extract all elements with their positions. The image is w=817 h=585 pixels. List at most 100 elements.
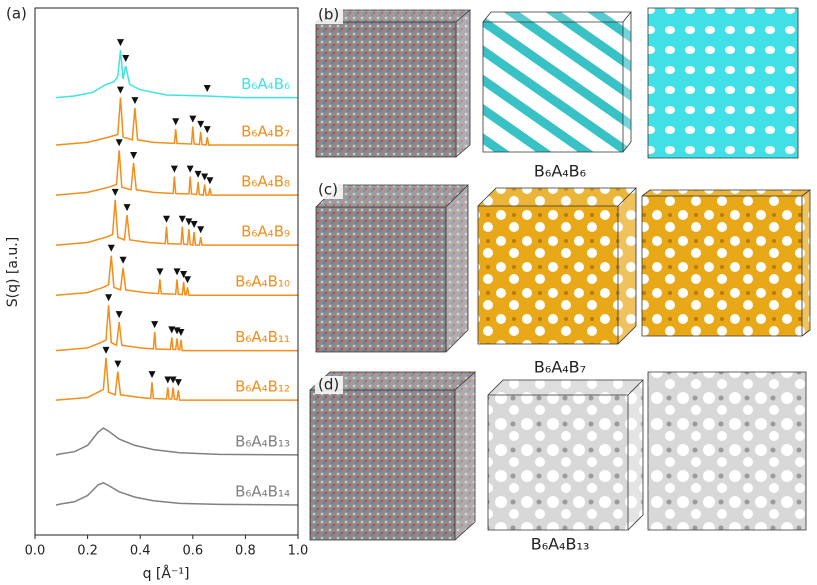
peak-marker — [184, 276, 192, 284]
series-label: B₆A₄B₉ — [241, 223, 290, 241]
label-bg — [315, 181, 343, 199]
cube-face — [623, 12, 631, 152]
peak-marker — [170, 165, 178, 173]
cube-face — [316, 185, 468, 207]
structure-caption: B₆A₄B₆ — [534, 162, 586, 181]
cube-face — [483, 22, 623, 152]
cube-face — [456, 10, 470, 157]
label-bg — [315, 6, 343, 24]
cube-face — [310, 372, 475, 390]
peak-marker — [115, 311, 123, 319]
peak-marker — [163, 215, 170, 223]
peak-marker — [148, 371, 156, 379]
peak-marker — [174, 379, 182, 387]
series-line — [55, 150, 298, 196]
peak-marker — [203, 85, 211, 93]
peak-marker — [206, 177, 214, 185]
structure-cube — [477, 187, 637, 345]
peak-marker — [197, 226, 205, 234]
panel-label: (a) — [6, 5, 27, 23]
series-line — [55, 255, 298, 296]
peak-marker — [119, 256, 127, 264]
x-tick-label: 0.2 — [77, 544, 98, 559]
cube-face — [802, 190, 810, 336]
series-label: B₆A₄B₁₁ — [235, 328, 290, 346]
peak-marker — [194, 170, 202, 178]
series-line — [55, 427, 299, 456]
peak-marker — [185, 218, 193, 226]
peak-marker — [169, 376, 177, 384]
cube-face — [483, 12, 631, 22]
peak-marker — [177, 329, 185, 337]
cube-face — [648, 8, 798, 158]
cube-face — [316, 10, 470, 22]
structure-cube — [309, 371, 477, 541]
structure-panels: (b) B₆A₄B₆ (c) B₆A₄B₇ (d) B₆A₄B₁₃ — [309, 6, 812, 554]
structure-cube — [315, 9, 472, 158]
structure-cube — [482, 11, 632, 153]
peak-marker — [116, 39, 124, 47]
series-label: B₆A₄B₁₂ — [235, 378, 290, 396]
cube-edges — [487, 379, 644, 531]
series-label: B₆A₄B₆ — [241, 75, 290, 93]
series-line — [55, 199, 298, 246]
series-line — [55, 97, 298, 146]
peak-marker — [186, 165, 194, 173]
x-tick-label: 0.4 — [130, 544, 151, 559]
cube-face — [310, 390, 455, 540]
series-label: B₆A₄B₁₃ — [235, 432, 290, 450]
series-label: B₆A₄B₁₄ — [235, 482, 290, 500]
cube-face — [455, 372, 475, 540]
peak-marker — [111, 188, 119, 196]
x-tick-label: 0.0 — [25, 544, 46, 559]
structure-cube — [647, 371, 807, 531]
cube-edges — [482, 11, 632, 153]
structure-cube — [487, 379, 644, 531]
peak-marker — [172, 118, 180, 126]
structure-caption: B₆A₄B₇ — [534, 358, 586, 377]
cube-face — [642, 190, 810, 196]
x-tick-label: 0.6 — [182, 544, 203, 559]
y-axis-label: S(q) [a.u.] — [5, 237, 21, 307]
cube-edges — [647, 7, 799, 159]
peak-marker — [116, 86, 124, 94]
cube-face — [488, 380, 643, 395]
cube-face — [488, 395, 628, 530]
cube-edges — [477, 187, 637, 345]
panel-label: (c) — [318, 181, 338, 199]
panel-label: (d) — [318, 376, 339, 394]
series-label: B₆A₄B₁₀ — [235, 273, 290, 291]
panel-label: (b) — [318, 6, 339, 24]
cube-face — [316, 22, 456, 157]
series-line — [55, 50, 298, 99]
peak-marker — [190, 220, 198, 228]
peak-marker — [178, 215, 186, 223]
cube-face — [478, 206, 618, 344]
cube-edges — [647, 371, 807, 531]
series-line — [55, 305, 298, 352]
cube-face — [316, 207, 446, 352]
peak-marker — [115, 139, 123, 147]
peak-marker — [107, 244, 115, 252]
x-tick-label: 1.0 — [288, 544, 309, 559]
peak-marker — [173, 268, 181, 276]
cube-face — [478, 188, 636, 206]
peak-marker — [123, 204, 131, 212]
peak-marker — [130, 151, 138, 159]
peak-marker — [180, 271, 188, 279]
cube-face — [628, 380, 643, 530]
cube-face — [648, 372, 806, 530]
x-axis-label: q [Å⁻¹] — [143, 565, 190, 582]
cube-face — [618, 188, 636, 344]
cube-face — [642, 196, 802, 336]
peak-marker — [114, 360, 122, 368]
peak-marker — [105, 294, 113, 302]
peak-marker — [122, 54, 130, 62]
peak-marker — [151, 321, 159, 329]
plot-panel: (a) S(q) [a.u.] q [Å⁻¹] 0.0 0.2 0.4 0.6 0.8 1.0 B… — [5, 5, 308, 583]
x-tick-label: 0.8 — [235, 544, 256, 559]
structure-cube — [315, 184, 469, 353]
cube-edges — [641, 189, 812, 337]
peak-marker — [102, 346, 110, 354]
